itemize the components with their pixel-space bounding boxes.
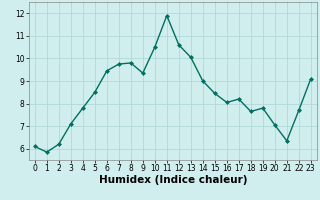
X-axis label: Humidex (Indice chaleur): Humidex (Indice chaleur) xyxy=(99,175,247,185)
